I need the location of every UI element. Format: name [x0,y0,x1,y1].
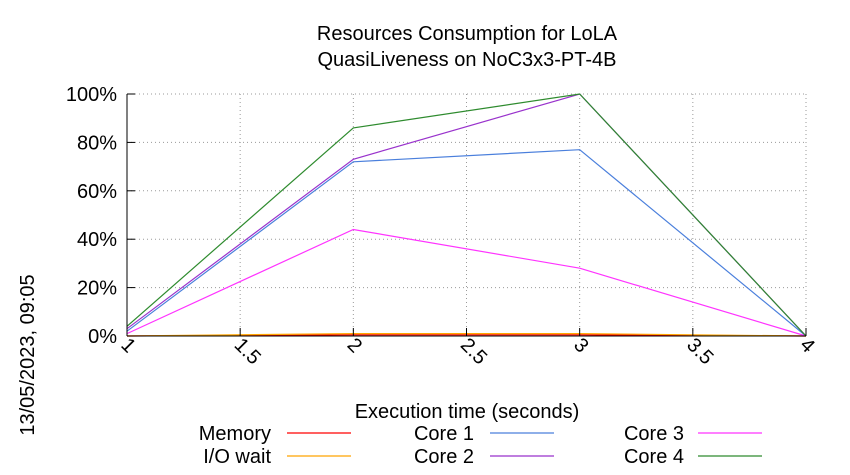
y-tick-label: 0% [88,326,117,348]
legend-label: I/O wait [203,446,271,468]
timestamp-label: 13/05/2023, 09:05 [17,274,39,435]
chart-subtitle: QuasiLiveness on NoC3x3-PT-4B [317,49,616,71]
series-line-core-3 [126,228,807,337]
x-tick-label: 3 [569,334,592,357]
y-tick-label: 100% [66,84,117,106]
y-tick-label: 40% [77,229,117,251]
legend-label: Memory [199,423,271,445]
x-tick-label: 2 [343,334,366,357]
x-axis-label: Execution time (seconds) [355,401,580,423]
legend-label: Core 3 [624,423,684,445]
series-line-core-4 [126,93,807,337]
x-tick-label: 4 [795,334,818,357]
y-axis-ticks: 0% 20% 40% 60% 80% 100% [66,84,135,348]
y-tick-label: 80% [77,132,117,154]
legend-label: Core 1 [414,423,474,445]
grid-lines [127,93,807,336]
y-tick-label: 20% [77,278,117,300]
legend-label: Core 4 [624,446,684,468]
x-tick-label: 1.5 [230,334,265,369]
x-tick-label: 2.5 [456,334,491,369]
chart-title: Resources Consumption for LoLA [317,23,618,45]
y-tick-label: 60% [77,181,117,203]
series-line-core-1 [126,149,807,337]
x-tick-label: 3.5 [682,334,717,369]
legend-label: Core 2 [414,446,474,468]
x-tick-label: 1 [116,334,139,357]
